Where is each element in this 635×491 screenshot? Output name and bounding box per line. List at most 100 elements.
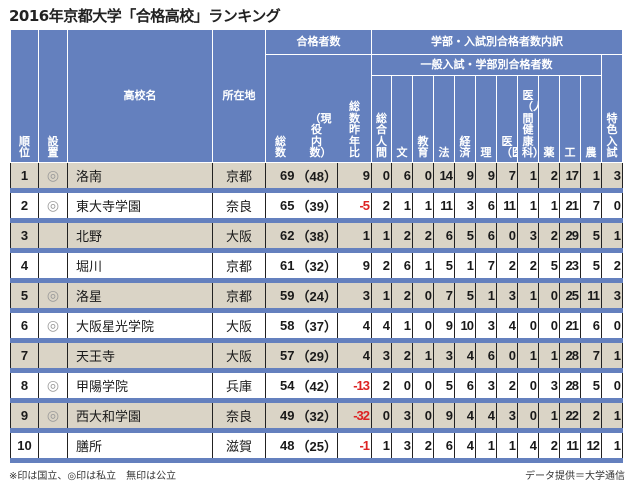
faculty-count: 3 xyxy=(391,400,413,433)
yoy-cell: 4 xyxy=(337,340,372,373)
faculty-count: 5 xyxy=(538,250,560,283)
header-location: 所在地 xyxy=(212,29,266,163)
faculty-count: 2 xyxy=(371,250,392,283)
faculty-count: 5 xyxy=(433,250,455,283)
faculty-count: 22 xyxy=(559,400,581,433)
data-source: データ提供＝大学通信 xyxy=(525,471,625,482)
faculty-count: 6 xyxy=(433,220,455,253)
faculty-count: 3 xyxy=(391,430,413,463)
current-cell: （48） xyxy=(295,162,338,193)
total-cell: 48 xyxy=(265,430,296,463)
faculty-count: 3 xyxy=(371,340,392,373)
rank-cell: 6 xyxy=(10,310,39,343)
faculty-count: 2 xyxy=(496,370,518,403)
faculty-count: 3 xyxy=(433,340,455,373)
faculty-count: 21 xyxy=(559,310,581,343)
current-cell: （24） xyxy=(295,280,338,313)
yoy-cell: 9 xyxy=(337,162,372,193)
current-value: 32 xyxy=(309,259,324,274)
faculty-count: 2 xyxy=(538,220,560,253)
header-faculty: 工 xyxy=(559,75,581,163)
faculty-count: 7 xyxy=(580,340,602,373)
yoy-cell: 1 xyxy=(337,220,372,253)
header-faculty: 医（人間健康科） xyxy=(517,75,539,163)
faculty-count: 11 xyxy=(496,190,518,223)
header-faculty: 経済 xyxy=(454,75,476,163)
total-cell: 69 xyxy=(265,162,296,193)
faculty-count: 1 xyxy=(496,430,518,463)
school-name: 西大和学園 xyxy=(67,400,213,433)
yoy-cell: -13 xyxy=(337,370,372,403)
faculty-count: 0 xyxy=(412,310,434,343)
total-cell: 59 xyxy=(265,280,296,313)
location-cell: 大阪 xyxy=(212,220,266,253)
faculty-count: 6 xyxy=(580,310,602,343)
header-faculty: 法 xyxy=(433,75,455,163)
current-cell: （39） xyxy=(295,190,338,223)
type-mark: ◎ xyxy=(38,162,68,193)
header-special: 特色入試 xyxy=(601,54,623,163)
yoy-cell: -1 xyxy=(337,430,372,463)
current-cell: （32） xyxy=(295,250,338,283)
rank-cell: 3 xyxy=(10,220,39,253)
school-name: 洛星 xyxy=(67,280,213,313)
faculty-count: 1 xyxy=(538,400,560,433)
faculty-count: 29 xyxy=(559,220,581,253)
header-faculty: 総合人間 xyxy=(371,75,392,163)
faculty-count: 5 xyxy=(454,220,476,253)
header-type: 設置 xyxy=(38,29,68,163)
table-row: 7 天王寺 大阪 57 （29） 4 3 2 1 3 4 6 0 1 1 28 7 1 xyxy=(10,340,623,373)
faculty-count: 0 xyxy=(496,340,518,373)
type-mark xyxy=(38,340,68,373)
current-cell: （42） xyxy=(295,370,338,403)
faculty-count: 9 xyxy=(475,162,497,193)
faculty-count: 6 xyxy=(391,162,413,193)
current-value: 39 xyxy=(309,199,324,214)
header-rank: 順位 xyxy=(10,29,39,163)
header-general-group: 一般入試・学部別合格者数 xyxy=(371,54,602,76)
yoy-cell: 4 xyxy=(337,310,372,343)
table-row: 6 ◎ 大阪星光学院 大阪 58 （37） 4 4 1 0 9 10 3 4 0 0 21 6 0 xyxy=(10,310,623,343)
faculty-count: 0 xyxy=(496,220,518,253)
faculty-count: 2 xyxy=(371,370,392,403)
faculty-count: 0 xyxy=(538,280,560,313)
location-cell: 奈良 xyxy=(212,400,266,433)
rank-cell: 10 xyxy=(10,430,39,463)
current-value: 42 xyxy=(309,379,324,394)
faculty-count: 0 xyxy=(412,280,434,313)
faculty-count: 0 xyxy=(517,400,539,433)
special-count: 0 xyxy=(601,190,623,223)
faculty-count: 6 xyxy=(475,220,497,253)
type-mark: ◎ xyxy=(38,370,68,403)
faculty-count: 9 xyxy=(433,400,455,433)
location-cell: 京都 xyxy=(212,280,266,313)
school-name: 堀川 xyxy=(67,250,213,283)
type-mark xyxy=(38,220,68,253)
header-faculty: 医（医） xyxy=(496,75,518,163)
table-row: 8 ◎ 甲陽学院 兵庫 54 （42） -13 2 0 0 5 6 3 2 0 3 28 5 0 xyxy=(10,370,623,403)
faculty-count: 1 xyxy=(517,280,539,313)
faculty-count: 1 xyxy=(412,190,434,223)
faculty-count: 6 xyxy=(454,370,476,403)
faculty-count: 2 xyxy=(391,340,413,373)
faculty-count: 11 xyxy=(433,190,455,223)
current-value: 24 xyxy=(309,289,324,304)
faculty-count: 2 xyxy=(391,220,413,253)
faculty-count: 5 xyxy=(454,280,476,313)
faculty-count: 2 xyxy=(517,250,539,283)
faculty-count: 3 xyxy=(475,310,497,343)
faculty-count: 0 xyxy=(412,370,434,403)
rank-cell: 2 xyxy=(10,190,39,223)
location-cell: 大阪 xyxy=(212,340,266,373)
table-row: 9 ◎ 西大和学園 奈良 49 （32） -32 0 3 0 9 4 4 3 0 1 22 2 1 xyxy=(10,400,623,433)
current-cell: （25） xyxy=(295,430,338,463)
current-value: 25 xyxy=(309,439,324,454)
rank-cell: 4 xyxy=(10,250,39,283)
table-row: 4 堀川 京都 61 （32） 9 2 6 1 5 1 7 2 2 5 23 5 2 xyxy=(10,250,623,283)
faculty-count: 7 xyxy=(433,280,455,313)
table-row: 2 ◎ 東大寺学園 奈良 65 （39） -5 2 1 1 11 3 6 11 1 1 21 7 0 xyxy=(10,190,623,223)
type-mark xyxy=(38,250,68,283)
rank-cell: 9 xyxy=(10,400,39,433)
footnote: ※印は国立、◎印は私立 無印は公立 xyxy=(9,471,177,482)
faculty-count: 5 xyxy=(580,250,602,283)
